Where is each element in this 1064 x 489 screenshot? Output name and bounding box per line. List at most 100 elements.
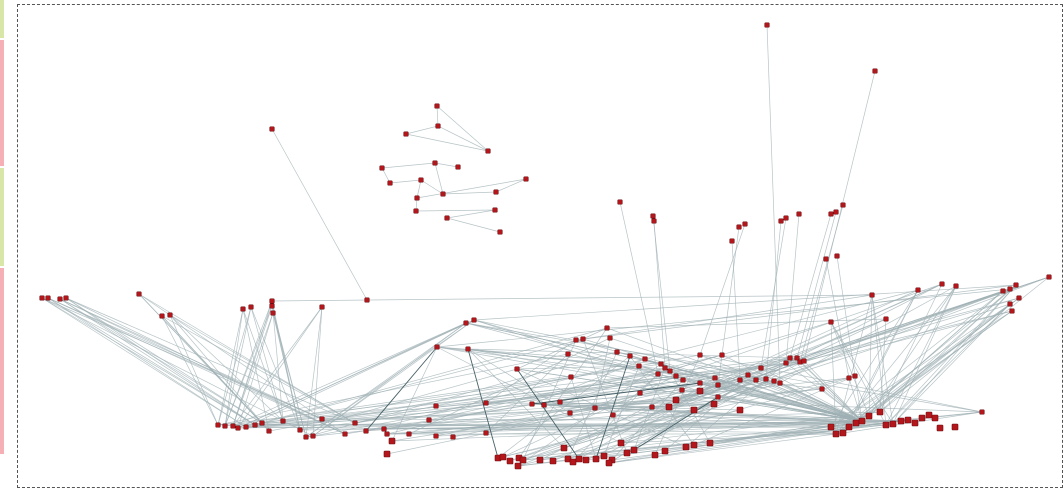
graph-node[interactable]	[497, 229, 503, 235]
graph-node[interactable]	[379, 165, 385, 171]
graph-node[interactable]	[297, 427, 303, 433]
graph-node[interactable]	[953, 283, 959, 289]
graph-node[interactable]	[455, 164, 461, 170]
graph-node[interactable]	[266, 428, 272, 434]
graph-node[interactable]	[319, 416, 325, 422]
graph-node[interactable]	[363, 428, 369, 434]
graph-node[interactable]	[215, 422, 221, 428]
graph-node[interactable]	[549, 457, 557, 465]
graph-node[interactable]	[915, 287, 921, 293]
graph-node[interactable]	[63, 295, 69, 301]
graph-node[interactable]	[610, 412, 616, 418]
graph-node[interactable]	[771, 378, 777, 384]
graph-node[interactable]	[514, 366, 520, 372]
graph-node[interactable]	[876, 408, 884, 416]
graph-node[interactable]	[697, 352, 703, 358]
graph-node[interactable]	[270, 310, 276, 316]
graph-node[interactable]	[252, 422, 258, 428]
graph-node[interactable]	[1007, 286, 1013, 292]
graph-node[interactable]	[136, 291, 142, 297]
graph-node[interactable]	[388, 437, 396, 445]
graph-node[interactable]	[568, 374, 574, 380]
graph-node[interactable]	[823, 256, 829, 262]
graph-node[interactable]	[1016, 295, 1022, 301]
graph-node[interactable]	[697, 380, 703, 386]
graph-node[interactable]	[939, 281, 945, 287]
graph-node[interactable]	[222, 423, 228, 429]
graph-node[interactable]	[384, 431, 390, 437]
graph-node[interactable]	[865, 412, 873, 420]
graph-node[interactable]	[679, 387, 685, 393]
graph-node[interactable]	[729, 238, 735, 244]
graph-node[interactable]	[872, 68, 878, 74]
graph-node[interactable]	[167, 312, 173, 318]
graph-node[interactable]	[617, 199, 623, 205]
graph-node[interactable]	[403, 131, 409, 137]
graph-node[interactable]	[483, 400, 489, 406]
graph-node[interactable]	[869, 292, 875, 298]
graph-node[interactable]	[979, 409, 985, 415]
graph-node[interactable]	[834, 253, 840, 259]
graph-node[interactable]	[493, 189, 499, 195]
graph-node[interactable]	[569, 458, 577, 466]
graph-node[interactable]	[936, 424, 944, 432]
graph-node[interactable]	[45, 295, 51, 301]
graph-node[interactable]	[801, 358, 807, 364]
graph-node[interactable]	[434, 103, 440, 109]
graph-node[interactable]	[651, 451, 659, 459]
graph-node[interactable]	[319, 304, 325, 310]
graph-node[interactable]	[650, 213, 656, 219]
graph-node[interactable]	[303, 434, 309, 440]
graph-node[interactable]	[536, 456, 544, 464]
graph-node[interactable]	[682, 443, 690, 451]
graph-node[interactable]	[541, 402, 547, 408]
graph-node[interactable]	[832, 430, 840, 438]
graph-node[interactable]	[918, 414, 926, 422]
graph-node[interactable]	[852, 419, 860, 427]
graph-node[interactable]	[715, 382, 721, 388]
graph-node[interactable]	[519, 456, 527, 464]
graph-node[interactable]	[627, 353, 633, 359]
graph-node[interactable]	[852, 373, 858, 379]
graph-node[interactable]	[783, 360, 789, 366]
graph-node[interactable]	[839, 429, 847, 437]
graph-node[interactable]	[463, 320, 469, 326]
graph-node[interactable]	[575, 455, 583, 463]
graph-node[interactable]	[413, 208, 419, 214]
graph-node[interactable]	[364, 297, 370, 303]
graph-node[interactable]	[651, 218, 657, 224]
graph-node[interactable]	[719, 352, 725, 358]
graph-node[interactable]	[39, 295, 45, 301]
graph-node[interactable]	[706, 439, 714, 447]
graph-node[interactable]	[506, 457, 514, 465]
graph-node[interactable]	[661, 447, 669, 455]
graph-node[interactable]	[925, 411, 933, 419]
graph-node[interactable]	[523, 176, 529, 182]
graph-node[interactable]	[465, 346, 471, 352]
graph-node[interactable]	[1009, 308, 1015, 314]
graph-node[interactable]	[607, 335, 613, 341]
graph-node[interactable]	[662, 365, 668, 371]
graph-node[interactable]	[269, 303, 275, 309]
graph-node[interactable]	[911, 419, 919, 427]
graph-node[interactable]	[655, 371, 661, 377]
graph-node[interactable]	[737, 377, 743, 383]
graph-node[interactable]	[310, 433, 316, 439]
graph-node[interactable]	[623, 449, 631, 457]
graph-node[interactable]	[882, 421, 890, 429]
graph-node[interactable]	[471, 317, 477, 323]
graph-node[interactable]	[485, 148, 491, 154]
graph-node[interactable]	[736, 224, 742, 230]
graph-node[interactable]	[414, 195, 420, 201]
graph-node[interactable]	[387, 180, 393, 186]
graph-node[interactable]	[764, 22, 770, 28]
graph-node[interactable]	[605, 459, 613, 467]
graph-node[interactable]	[557, 399, 563, 405]
graph-node[interactable]	[642, 356, 648, 362]
graph-node[interactable]	[582, 456, 590, 464]
graph-node[interactable]	[672, 396, 680, 404]
graph-node[interactable]	[269, 298, 275, 304]
graph-node[interactable]	[649, 404, 655, 410]
graph-node[interactable]	[715, 394, 721, 400]
